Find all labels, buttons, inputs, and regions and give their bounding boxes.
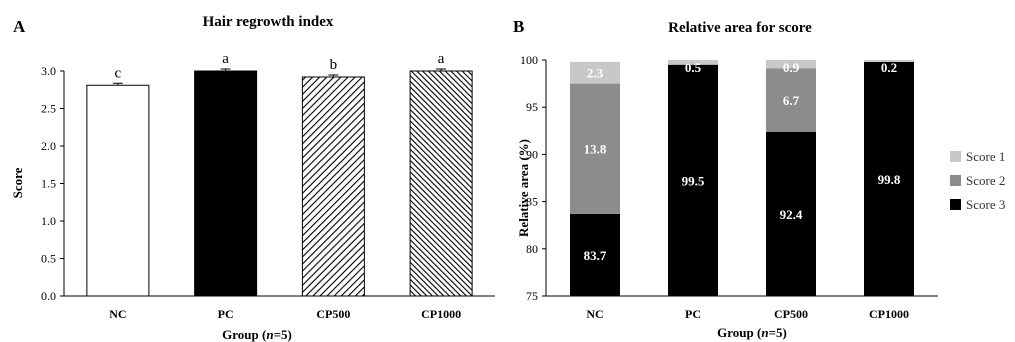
- chart-a-plot: 0.0 0.5 1.0 1.5 2.0 2.5 3.0 c NC a PC b CP500 a CP1000: [41, 51, 495, 321]
- panel-b-letter: B: [513, 17, 524, 36]
- chart-b-y-tick-label: 90: [526, 147, 538, 161]
- chart-b-data-label: 0.2: [881, 60, 897, 75]
- chart-b-segment-score-3: [668, 64, 718, 296]
- chart-b-category-label: CP1000: [869, 307, 909, 321]
- chart-a-category-label: NC: [109, 307, 126, 321]
- chart-a-significance-label: a: [222, 51, 229, 67]
- chart-b-plot: 75 80 85 90 95 100 83.7 13.8 2.3 NC 99.5 0.5 PC 92.4 6…: [520, 53, 938, 321]
- chart-a-y-tick-label: 2.5: [41, 102, 56, 116]
- chart-b-data-label: 0.5: [685, 60, 702, 75]
- chart-b-xlabel: Group (n=5): [717, 325, 787, 340]
- chart-a-bar-nc: [86, 84, 150, 297]
- chart-a-bar-pc: [194, 70, 258, 297]
- legend-label: Score 2: [966, 173, 1005, 188]
- legend-swatch: [950, 199, 961, 210]
- chart-a-significance-label: c: [115, 65, 122, 81]
- chart-a-y-tick-label: 1.5: [41, 177, 56, 191]
- chart-a-title: Hair regrowth index: [203, 14, 334, 30]
- chart-b-data-label: 99.5: [682, 173, 705, 188]
- chart-b-y-tick-label: 85: [526, 195, 538, 209]
- chart-b-category-label: NC: [586, 307, 603, 321]
- panel-a-letter: A: [13, 17, 26, 36]
- chart-b-data-label: 83.7: [584, 248, 607, 263]
- chart-b-legend: Score 1 Score 2 Score 3: [950, 149, 1005, 212]
- chart-a-category-label: CP500: [316, 307, 350, 321]
- chart-b-data-label: 99.8: [878, 172, 901, 187]
- chart-b-y-tick-label: 100: [520, 53, 538, 67]
- chart-a-category-label: PC: [218, 307, 234, 321]
- chart-a-y-tick-label: 2.0: [41, 139, 56, 153]
- chart-b-category-label: PC: [685, 307, 701, 321]
- chart-b-title: Relative area for score: [668, 20, 812, 36]
- chart-a-bar-cp500: [301, 76, 365, 297]
- chart-b-segment-score-1: [864, 60, 914, 62]
- legend-label: Score 1: [966, 149, 1005, 164]
- chart-a-significance-label: b: [330, 57, 338, 73]
- chart-a-y-tick-label: 3.0: [41, 64, 56, 78]
- chart-a-significance-label: a: [438, 51, 445, 67]
- legend-swatch: [950, 175, 961, 186]
- chart-a-bar-cp1000: [409, 70, 473, 297]
- chart-b-data-label: 13.8: [584, 142, 607, 157]
- chart-b-y-tick-label: 95: [526, 100, 538, 114]
- chart-b-y-tick-label: 75: [526, 289, 538, 303]
- chart-a-xlabel: Group (n=5): [222, 327, 292, 342]
- chart-b-data-label: 2.3: [587, 66, 604, 81]
- chart-a-y-tick-label: 0.0: [41, 289, 56, 303]
- legend-label: Score 3: [966, 197, 1005, 212]
- chart-b-segment-score-2: [570, 83, 620, 214]
- chart-a-y-tick-label: 0.5: [41, 252, 56, 266]
- chart-b-data-label: 0.9: [783, 60, 800, 75]
- chart-b-segment-score-3: [864, 61, 914, 296]
- chart-b-segment-score-2: [766, 68, 816, 132]
- chart-b-data-label: 6.7: [783, 93, 800, 108]
- legend-swatch: [950, 151, 961, 162]
- chart-b-data-label: 92.4: [780, 207, 803, 222]
- chart-b-segment-score-3: [570, 213, 620, 296]
- chart-b-segment-score-1: [570, 61, 620, 84]
- chart-a-ylabel: Score: [10, 167, 25, 198]
- chart-a-category-label: CP1000: [421, 307, 461, 321]
- chart-a-y-tick-label: 1.0: [41, 214, 56, 228]
- chart-b-y-tick-label: 80: [526, 242, 538, 256]
- chart-b-segment-score-3: [766, 131, 816, 296]
- chart-b-segment-score-1: [766, 60, 816, 69]
- chart-b-segment-score-1: [668, 60, 718, 65]
- chart-b-ylabel: Relative area (%): [516, 139, 531, 237]
- chart-b-category-label: CP500: [774, 307, 808, 321]
